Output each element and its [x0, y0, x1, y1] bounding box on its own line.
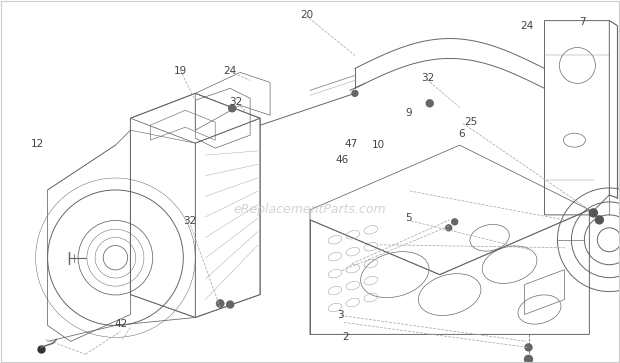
Text: 32: 32: [229, 97, 242, 107]
Circle shape: [229, 105, 236, 112]
Circle shape: [426, 100, 433, 107]
Text: 12: 12: [31, 139, 45, 148]
Text: eReplacementParts.com: eReplacementParts.com: [234, 203, 386, 216]
Text: 47: 47: [345, 139, 358, 148]
Circle shape: [595, 216, 603, 224]
Text: 24: 24: [520, 21, 533, 31]
Text: 19: 19: [174, 66, 187, 76]
Circle shape: [352, 90, 358, 96]
Text: 25: 25: [464, 117, 477, 127]
Text: 9: 9: [405, 108, 412, 118]
Text: 2: 2: [343, 332, 349, 342]
Circle shape: [227, 301, 234, 308]
Circle shape: [525, 355, 533, 363]
Text: 6: 6: [458, 130, 465, 139]
Text: 32: 32: [421, 73, 434, 83]
Circle shape: [525, 344, 532, 351]
Circle shape: [216, 299, 224, 307]
Text: 10: 10: [371, 140, 384, 150]
Text: 3: 3: [337, 310, 343, 320]
Text: 20: 20: [300, 10, 314, 20]
Circle shape: [446, 225, 452, 231]
Text: 46: 46: [335, 155, 349, 165]
Text: 32: 32: [183, 216, 196, 226]
Text: 7: 7: [579, 17, 585, 27]
Text: 42: 42: [115, 319, 128, 329]
Circle shape: [590, 209, 597, 217]
Circle shape: [452, 219, 458, 225]
Text: 5: 5: [405, 213, 412, 223]
Text: 24: 24: [223, 66, 236, 76]
